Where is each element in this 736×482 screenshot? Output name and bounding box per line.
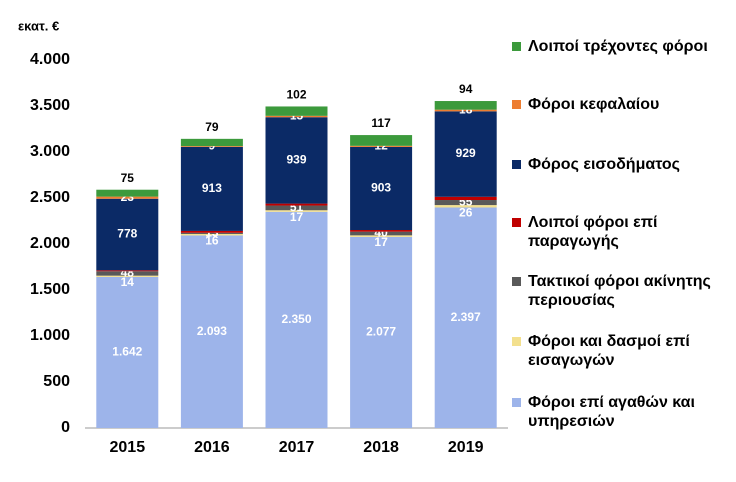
data-label: 2.093 (197, 324, 227, 338)
bar-segment (350, 145, 413, 147)
data-label: 2.397 (451, 310, 481, 324)
y-tick-label: 2.000 (30, 235, 70, 252)
y-tick-label: 1.000 (30, 327, 70, 344)
legend-entry: Φόροι κεφαλαίου (512, 95, 732, 114)
data-label: 913 (202, 181, 222, 195)
legend-swatch (512, 277, 521, 286)
y-tick-label: 3.000 (30, 143, 70, 160)
bar-segment (350, 231, 413, 236)
bar-segment (350, 236, 413, 428)
legend-entry: Λοιποί φόροι επί παραγωγής (512, 213, 732, 251)
bar-segment (265, 203, 328, 206)
bar-segment (434, 207, 497, 428)
bar-segment (265, 205, 328, 211)
data-label: 778 (117, 227, 137, 241)
y-tick-label: 4.000 (30, 51, 70, 68)
legend-entry: Φόροι επί αγαθών και υπηρεσιών (512, 393, 732, 431)
legend-swatch (512, 100, 521, 109)
legend-label: Τακτικοί φόροι ακίνητης περιουσίας (528, 273, 711, 309)
bar-segment (265, 106, 328, 116)
bar-segment (96, 196, 159, 199)
legend-swatch (512, 337, 521, 346)
data-label: 17 (374, 235, 388, 249)
bar-segment (96, 189, 159, 197)
data-label: 14 (121, 275, 135, 289)
y-tick-label: 0 (61, 419, 70, 436)
x-tick-label: 2018 (363, 439, 399, 456)
bar-segment (180, 146, 243, 231)
legend-entry: Φόροι και δασμοί επί εισαγωγών (512, 332, 732, 370)
bar-segment (180, 138, 243, 147)
data-label: 2.350 (281, 312, 311, 326)
bar-segment (434, 205, 497, 208)
data-label: 75 (121, 171, 135, 185)
bar-segment (434, 196, 497, 201)
x-tick-label: 2019 (448, 439, 484, 456)
legend-label: Λοιποί τρέχοντες φόροι (528, 38, 708, 55)
legend-label: Φόροι κεφαλαίου (528, 96, 660, 113)
bar-segment (434, 101, 497, 110)
data-label: 2.077 (366, 325, 396, 339)
legend-label: Φόροι επί αγαθών και υπηρεσιών (528, 394, 695, 430)
data-label: 94 (459, 82, 473, 96)
data-label: 26 (459, 206, 473, 220)
bar-segment (265, 210, 328, 212)
legend: Λοιποί τρέχοντες φόροι Φόροι κεφαλαίου Φόρ… (512, 0, 736, 482)
bar-segment (434, 109, 497, 112)
data-label: 939 (286, 153, 306, 167)
bar-segment (265, 211, 328, 428)
data-label: 102 (286, 88, 306, 102)
data-label: 79 (205, 120, 219, 134)
bar-segment (180, 230, 243, 233)
data-label: 903 (371, 181, 391, 195)
legend-swatch (512, 42, 521, 51)
data-label: 16 (205, 234, 219, 248)
data-label: 1.642 (112, 345, 142, 359)
bar-segment (96, 275, 159, 277)
bar-segment (180, 232, 243, 234)
bar-segment (265, 117, 328, 204)
bar-segment (180, 233, 243, 236)
data-label: 117 (371, 116, 391, 130)
bar-segment (265, 115, 328, 118)
bar-segment (180, 235, 243, 428)
bar-segment (96, 276, 159, 428)
legend-swatch (512, 160, 521, 169)
bar-segment (180, 146, 243, 147)
bar-segment (350, 146, 413, 231)
bar-segment (96, 271, 159, 276)
y-tick-label: 3.500 (30, 97, 70, 114)
data-label: 929 (456, 146, 476, 160)
bar-segment (96, 198, 159, 271)
legend-swatch (512, 218, 521, 227)
legend-label: Φόρος εισοδήματος (528, 156, 680, 173)
bar-segment (350, 230, 413, 232)
legend-entry: Φόρος εισοδήματος (512, 155, 732, 174)
legend-label: Λοιποί φόροι επί παραγωγής (528, 214, 658, 250)
y-tick-label: 500 (43, 373, 70, 390)
data-label: 17 (290, 210, 304, 224)
bar-segment (350, 135, 413, 146)
legend-entry: Λοιποί τρέχοντες φόροι (512, 37, 732, 56)
bar-segment (434, 111, 497, 197)
legend-swatch (512, 398, 521, 407)
x-tick-label: 2015 (110, 439, 146, 456)
x-tick-label: 2016 (194, 439, 230, 456)
x-tick-label: 2017 (279, 439, 315, 456)
legend-entry: Τακτικοί φόροι ακίνητης περιουσίας (512, 272, 732, 310)
bar-segment (96, 270, 159, 272)
y-tick-label: 1.500 (30, 281, 70, 298)
y-axis-title: εκατ. € (18, 18, 59, 33)
bar-segment (350, 235, 413, 237)
legend-label: Φόροι και δασμοί επί εισαγωγών (528, 333, 690, 369)
bar-segment (434, 200, 497, 206)
y-tick-label: 2.500 (30, 189, 70, 206)
